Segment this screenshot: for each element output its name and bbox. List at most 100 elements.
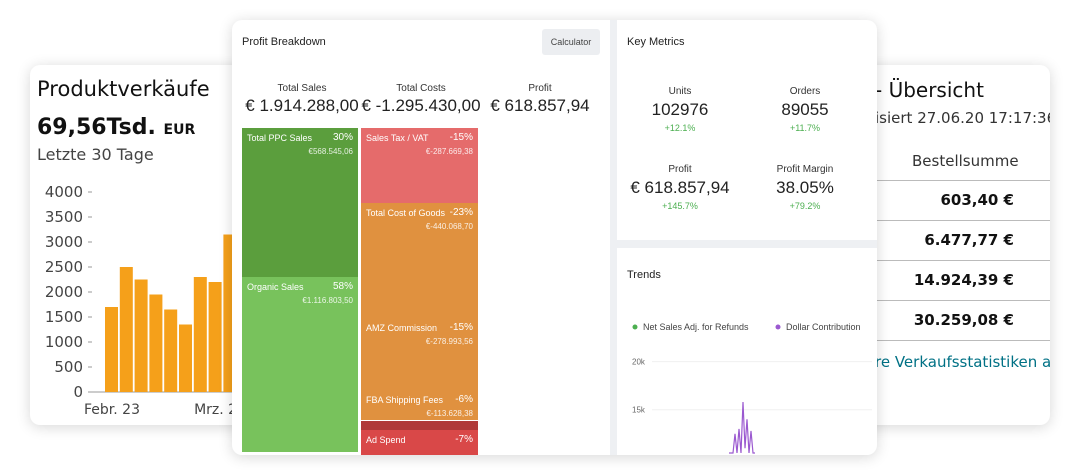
tile-label: FBA Shipping Fees [366, 395, 444, 405]
legend-label: Net Sales Adj. for Refunds [643, 322, 749, 332]
thin-bands [361, 420, 478, 430]
metric-label: Units [668, 86, 692, 97]
metric-label: Profit Margin [776, 164, 834, 175]
y-tick-label: 3000 [45, 233, 83, 251]
metric-change: +79.2% [789, 201, 821, 211]
metric-label: Profit [668, 164, 692, 175]
trend-chart: 20k 15k Net Sales Adj. for Refunds Dollar C… [632, 322, 872, 454]
tile-percent: -23% [449, 207, 473, 218]
row-divider [860, 300, 1050, 301]
y-tick-label: 500 [54, 358, 83, 376]
legend-dot [775, 324, 781, 330]
tile-percent: 58% [332, 281, 353, 292]
sales-card: Produktverkäufe 69,56Tsd. EUR Letzte 30 … [30, 65, 270, 425]
tile: AMZ Commission -15% €-278.993,56 [361, 318, 478, 391]
bar [179, 324, 192, 392]
link[interactable]: re Verkaufsstatistiken an [875, 353, 1050, 371]
overview-card: - Übersicht isiert 27.06.20 17:17:36 Bes… [860, 65, 1050, 425]
bar [164, 309, 178, 392]
bar [193, 277, 207, 392]
y-tick-label: 1500 [45, 308, 83, 326]
calculator-button[interactable]: Calculator [542, 29, 600, 55]
panel-title: Trends [627, 269, 661, 281]
amount: 69,56Tsd. EUR [37, 115, 195, 140]
dashboard-card: Profit Breakdown Calculator Total Sales €… [232, 20, 877, 455]
metric-value: 38.05% [776, 178, 834, 197]
currency: EUR [163, 122, 196, 138]
tile-amount: €-287.669,38 [425, 147, 473, 156]
bar [134, 279, 148, 392]
profit-panel: Profit Breakdown Calculator Total Sales €… [232, 20, 610, 455]
tile: Organic Sales 58% €1.116.803,50 [242, 277, 358, 453]
metric-value: 102976 [651, 100, 709, 119]
tile-amount: €1.116.803,50 [302, 296, 353, 305]
tile: Ad Spend -7% [361, 430, 478, 455]
tile-percent: -15% [449, 322, 473, 333]
tile-label: Sales Tax / VAT [366, 133, 429, 143]
y-tick-label: 1000 [45, 333, 83, 351]
row-value: 6.477,77 € [924, 231, 1014, 249]
metric-value: € 618.857,94 [630, 178, 730, 197]
row-divider [860, 260, 1050, 261]
metric-change: +12.1% [664, 123, 696, 133]
updated: isiert 27.06.20 17:17:36 [875, 109, 1050, 127]
metric-label: Orders [789, 86, 821, 97]
panel-title: Profit Breakdown [242, 36, 326, 48]
tile-amount: €-113.628,38 [426, 409, 473, 418]
metric-value: 89055 [781, 100, 829, 119]
summary-label: Total Sales [277, 83, 327, 94]
bar [119, 267, 133, 392]
row-value: 603,40 € [940, 191, 1014, 209]
tile: Total PPC Sales 30% €568.545,06 [242, 128, 358, 278]
metric-change: +11.7% [789, 123, 821, 133]
card-title: Produktverkäufe [37, 77, 210, 101]
tile-label: Total Cost of Goods [366, 208, 446, 218]
column-header: Bestellsumme [912, 152, 1019, 170]
card-title: - Übersicht [875, 78, 984, 102]
y-tick-label: 15k [632, 406, 646, 415]
row-divider [860, 220, 1050, 221]
y-tick-label: 4000 [45, 183, 83, 201]
row-value: 30.259,08 € [913, 311, 1014, 329]
x-tick-label: Mrz. 2 [194, 402, 237, 418]
y-tick-label: 2500 [45, 258, 83, 276]
bar [208, 282, 222, 392]
sales-chart: 0 500 1000 1500 2000 2500 3000 3500 4000 Febr. 23… [45, 183, 270, 418]
metric-change: +145.7% [662, 201, 698, 211]
tile-label: AMZ Commission [366, 323, 438, 333]
tile-percent: -7% [455, 434, 473, 445]
bar [105, 307, 118, 392]
tile-label: Ad Spend [366, 435, 406, 445]
summary-label: Profit [528, 83, 552, 94]
tile-amount: €568.545,06 [308, 147, 354, 156]
trends-panel: Trends 20k 15k Net Sales Adj. for Refunds D… [617, 248, 877, 455]
tile-amount: €-278.993,56 [425, 337, 473, 346]
tile: Total Cost of Goods -23% €-440.068,70 [361, 203, 478, 319]
legend-label: Dollar Contribution [786, 322, 861, 332]
summary-label: Total Costs [396, 83, 446, 94]
legend-dot [632, 324, 638, 330]
row-value: 14.924,39 € [913, 271, 1014, 289]
series-line [729, 401, 755, 454]
tile-label: Organic Sales [247, 282, 304, 292]
tile-percent: -6% [455, 394, 473, 405]
y-tick-label: 2000 [45, 283, 83, 301]
y-tick-label: 0 [73, 383, 83, 401]
tile-amount: €-440.068,70 [425, 222, 473, 231]
metrics-panel: Key Metrics Units 102976 +12.1% Orders 89055… [617, 20, 877, 240]
row-divider [860, 340, 1050, 341]
tile: Sales Tax / VAT -15% €-287.669,38 [361, 128, 478, 204]
summary-value: € 1.914.288,00 [245, 96, 359, 115]
panel-title: Key Metrics [627, 36, 685, 48]
bar [149, 294, 163, 392]
tile-percent: -15% [449, 132, 473, 143]
y-tick-label: 3500 [45, 208, 83, 226]
tile-label: Total PPC Sales [247, 133, 313, 143]
summary-value: € 618.857,94 [490, 96, 590, 115]
y-tick-label: 20k [632, 358, 646, 367]
summary-value: € -1.295.430,00 [361, 96, 481, 115]
amount-value: 69,56Tsd. [37, 115, 156, 140]
tile: FBA Shipping Fees -6% €-113.628,38 [361, 390, 478, 421]
row-divider [860, 180, 1050, 181]
